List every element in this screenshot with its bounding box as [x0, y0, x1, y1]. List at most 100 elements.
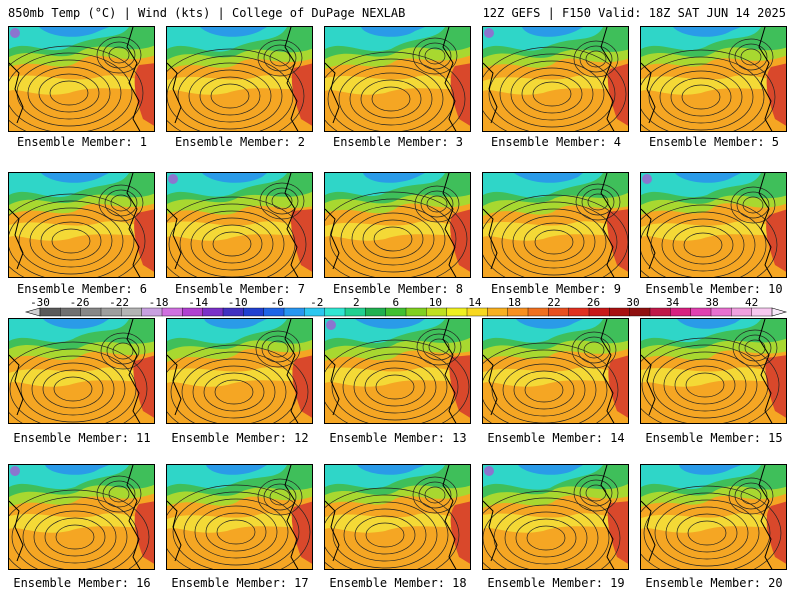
colorbar-tick-label: 38: [706, 296, 719, 309]
colorbar-swatch: [548, 307, 570, 317]
temperature-colorbar: -30 -26 -22 -18 -14 -10 -6 -2 2 6 10 14 18 22 26 30 34 38…: [24, 296, 788, 317]
colorbar-swatch: [751, 307, 773, 317]
colorbar-swatch: [60, 307, 82, 317]
ensemble-member-caption: Ensemble Member: 3: [332, 135, 464, 149]
colorbar-swatch: [690, 307, 712, 317]
colorbar-swatch: [609, 307, 631, 317]
colorbar-swatch: [365, 307, 387, 317]
colorbar-tick-label: -30: [30, 296, 50, 309]
colorbar-swatch: [446, 307, 468, 317]
colorbar-tick-label: -10: [228, 296, 248, 309]
temperature-map: [167, 27, 312, 131]
ensemble-member-caption: Ensemble Member: 7: [174, 282, 306, 296]
colorbar-swatch: [39, 307, 61, 317]
ensemble-member-caption: Ensemble Member: 8: [332, 282, 464, 296]
temperature-map: [641, 465, 786, 569]
colorbar-tick-label: -26: [70, 296, 90, 309]
ensemble-map-panel-11: [8, 318, 155, 424]
temperature-map: [325, 173, 470, 277]
colorbar-tick-label: -18: [149, 296, 169, 309]
colorbar-swatch: [283, 307, 305, 317]
ensemble-member-caption: Ensemble Member: 9: [490, 282, 622, 296]
ensemble-map-panel-9: [482, 172, 629, 278]
ensemble-member-caption: Ensemble Member: 10: [645, 282, 783, 296]
colorbar-tick-label: -2: [310, 296, 323, 309]
ensemble-map-panel-19: [482, 464, 629, 570]
colorbar-tick-label: 18: [508, 296, 521, 309]
temperature-map: [641, 27, 786, 131]
ensemble-map-panel-4: [482, 26, 629, 132]
temperature-map: [167, 465, 312, 569]
colorbar-swatch: [141, 307, 163, 317]
colorbar-swatch: [649, 307, 671, 317]
colorbar-swatch: [487, 307, 509, 317]
colorbar-swatch: [405, 307, 427, 317]
ensemble-map-panel-1: [8, 26, 155, 132]
ensemble-member-caption: Ensemble Member: 12: [171, 431, 309, 445]
colorbar-swatch: [263, 307, 285, 317]
colorbar-swatch: [588, 307, 610, 317]
ensemble-map-panel-8: [324, 172, 471, 278]
colorbar-tick-label: 26: [587, 296, 600, 309]
colorbar-swatch: [304, 307, 326, 317]
colorbar-swatch: [385, 307, 407, 317]
ensemble-map-panel-18: [324, 464, 471, 570]
ensemble-member-caption: Ensemble Member: 2: [174, 135, 306, 149]
temperature-map: [167, 319, 312, 423]
temperature-map: [483, 319, 628, 423]
colorbar-arrow-left: [24, 307, 41, 317]
temperature-map: [167, 173, 312, 277]
colorbar-swatch: [121, 307, 143, 317]
temperature-map: [483, 465, 628, 569]
colorbar-swatch: [80, 307, 102, 317]
colorbar-swatch: [527, 307, 549, 317]
ensemble-map-panel-12: [166, 318, 313, 424]
ensemble-map-panel-7: [166, 172, 313, 278]
colorbar-tick-label: -22: [109, 296, 129, 309]
ensemble-member-caption: Ensemble Member: 19: [487, 576, 625, 590]
temperature-map: [325, 319, 470, 423]
colorbar-swatch: [629, 307, 651, 317]
colorbar-tick-label: 14: [468, 296, 482, 309]
temperature-map: [641, 319, 786, 423]
ensemble-map-panel-17: [166, 464, 313, 570]
ensemble-member-caption: Ensemble Member: 4: [490, 135, 622, 149]
ensemble-member-caption: Ensemble Member: 13: [329, 431, 467, 445]
colorbar-tick-label: -6: [271, 296, 284, 309]
ensemble-member-caption: Ensemble Member: 1: [16, 135, 148, 149]
colorbar-swatch: [466, 307, 488, 317]
colorbar-swatch: [182, 307, 204, 317]
colorbar-swatch: [222, 307, 244, 317]
colorbar-tick-label: 22: [547, 296, 560, 309]
colorbar-tick-label: 42: [745, 296, 758, 309]
temperature-map: [483, 173, 628, 277]
colorbar-tick-label: 34: [666, 296, 680, 309]
colorbar-swatch: [344, 307, 366, 317]
ensemble-member-caption: Ensemble Member: 18: [329, 576, 467, 590]
colorbar-swatch: [670, 307, 692, 317]
colorbar-swatch: [426, 307, 448, 317]
colorbar-swatch: [731, 307, 753, 317]
ensemble-map-panel-5: [640, 26, 787, 132]
temperature-map: [9, 465, 154, 569]
colorbar-swatch: [100, 307, 122, 317]
colorbar-arrow-right: [771, 307, 788, 317]
valid-time-label: 12Z GEFS | F150 Valid: 18Z SAT JUN 14 20…: [482, 6, 786, 20]
ensemble-map-panel-15: [640, 318, 787, 424]
ensemble-map-panel-2: [166, 26, 313, 132]
ensemble-member-caption: Ensemble Member: 20: [645, 576, 783, 590]
temperature-map: [9, 27, 154, 131]
ensemble-member-caption: Ensemble Member: 17: [171, 576, 309, 590]
colorbar-swatch: [324, 307, 346, 317]
temperature-map: [325, 465, 470, 569]
temperature-map: [325, 27, 470, 131]
ensemble-member-caption: Ensemble Member: 6: [16, 282, 148, 296]
map-title: 850mb Temp (°C) | Wind (kts) | College o…: [8, 6, 406, 20]
temperature-map: [483, 27, 628, 131]
colorbar-swatch: [507, 307, 529, 317]
colorbar-tick-label: 10: [429, 296, 442, 309]
ensemble-map-panel-16: [8, 464, 155, 570]
ensemble-member-caption: Ensemble Member: 5: [648, 135, 780, 149]
colorbar-tick-label: -14: [188, 296, 208, 309]
colorbar-swatch: [568, 307, 590, 317]
